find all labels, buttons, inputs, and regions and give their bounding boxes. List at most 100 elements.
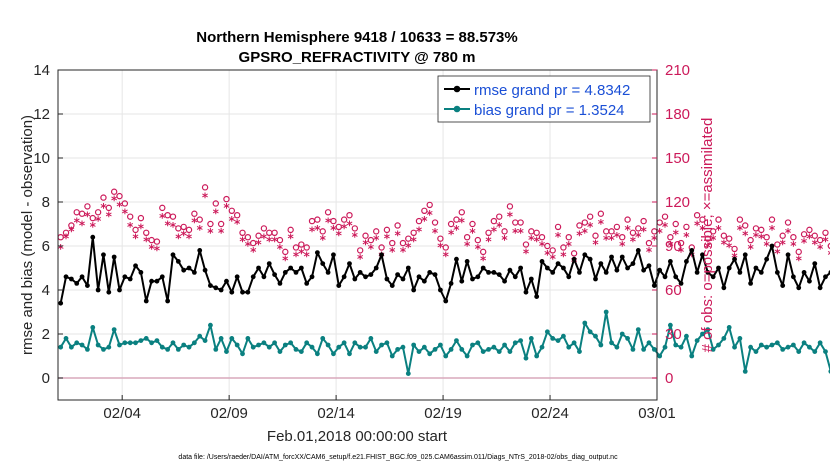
bias-point xyxy=(245,336,251,341)
possible-obs-point xyxy=(389,239,396,247)
bias-point xyxy=(170,340,176,346)
bias-point xyxy=(454,338,459,343)
possible-obs-point xyxy=(196,216,203,223)
assimilated-obs-point: * xyxy=(742,229,749,243)
possible-obs-point xyxy=(121,200,129,207)
bias-point xyxy=(202,338,208,343)
possible-obs-point xyxy=(469,220,476,228)
possible-obs-point xyxy=(207,220,214,228)
bias-point xyxy=(122,340,128,346)
possible-obs-point xyxy=(110,188,118,195)
bias-point xyxy=(197,333,203,339)
x-tick-label: 02/09 xyxy=(210,405,248,422)
assimilated-obs-point: * xyxy=(245,239,252,253)
rmse-point xyxy=(566,274,572,280)
assimilated-obs-point: * xyxy=(592,238,599,252)
possible-obs-point xyxy=(292,244,300,251)
assimilated-obs-point: * xyxy=(181,229,188,243)
assimilated-obs-point: * xyxy=(598,217,605,231)
rmse-point xyxy=(245,289,251,295)
rmse-point xyxy=(127,276,133,282)
rmse-point xyxy=(293,270,299,275)
rmse-point xyxy=(213,285,219,291)
rmse-point xyxy=(470,276,475,282)
rmse-point xyxy=(523,289,529,295)
rmse-point xyxy=(496,272,502,277)
possible-obs-point xyxy=(806,226,813,234)
assimilated-obs-point: * xyxy=(84,210,91,224)
rmse-point xyxy=(79,274,85,280)
bias-point xyxy=(716,342,721,348)
assimilated-obs-point: * xyxy=(523,246,530,260)
rmse-point xyxy=(68,276,74,282)
assimilated-obs-point: * xyxy=(197,223,204,237)
bias-point xyxy=(566,344,572,350)
assimilated-obs-point: * xyxy=(352,230,359,244)
rmse-point xyxy=(149,278,154,284)
possible-obs-point xyxy=(533,229,540,236)
assimilated-obs-point: * xyxy=(164,218,171,232)
possible-obs-point xyxy=(576,222,583,229)
possible-obs-point xyxy=(479,248,487,256)
bias-point xyxy=(325,342,331,348)
assimilated-obs-point: * xyxy=(534,235,541,249)
possible-obs-point xyxy=(538,233,546,241)
rmse-point xyxy=(807,278,812,284)
bias-point xyxy=(256,342,261,348)
assimilated-obs-point: * xyxy=(74,216,81,230)
assimilated-obs-point: * xyxy=(223,201,230,215)
bias-point xyxy=(68,344,74,350)
rmse-point xyxy=(790,274,796,280)
bias-point xyxy=(614,344,620,350)
assimilated-obs-point: * xyxy=(250,245,257,259)
rmse-point xyxy=(427,270,433,275)
possible-obs-point xyxy=(276,236,284,244)
rmse-point xyxy=(561,265,566,271)
assimilated-obs-point: * xyxy=(726,240,733,254)
assimilated-obs-point: * xyxy=(373,233,380,247)
rmse-point xyxy=(684,259,689,264)
possible-obs-point xyxy=(319,228,326,235)
possible-obs-point xyxy=(554,223,562,231)
rmse-point xyxy=(191,270,197,275)
possible-obs-point xyxy=(127,213,134,220)
assimilated-obs-point: * xyxy=(555,230,562,244)
rmse-point xyxy=(801,270,807,275)
rmse-point xyxy=(272,272,278,277)
assimilated-obs-point: * xyxy=(405,240,412,254)
bias-point xyxy=(544,329,550,335)
possible-obs-point xyxy=(346,211,353,219)
possible-obs-point xyxy=(324,209,332,216)
chart-title-line1: Northern Hemisphere 9418 / 10633 = 88.57… xyxy=(196,29,517,46)
rmse-point xyxy=(630,261,636,266)
rmse-point xyxy=(154,278,160,284)
assimilated-obs-point: * xyxy=(389,245,396,259)
bias-point xyxy=(58,344,64,350)
assimilated-obs-point: * xyxy=(116,199,123,213)
possible-obs-point xyxy=(608,228,615,235)
bias-point xyxy=(705,327,711,332)
rmse-point xyxy=(95,287,101,293)
possible-obs-point xyxy=(458,209,465,216)
possible-obs-point xyxy=(340,216,348,223)
assimilated-obs-point: * xyxy=(175,232,182,246)
assimilated-obs-point: * xyxy=(271,235,278,249)
assimilated-obs-point: * xyxy=(309,224,316,238)
rmse-point xyxy=(544,265,550,271)
rmse-point xyxy=(352,276,358,282)
assimilated-obs-point: * xyxy=(255,238,262,252)
bias-point xyxy=(218,336,224,341)
rmse-point xyxy=(577,270,582,275)
bias-point xyxy=(282,342,288,348)
assimilated-obs-point: * xyxy=(619,239,626,253)
bias-point xyxy=(298,349,304,354)
bias-point xyxy=(491,344,497,350)
possible-obs-point xyxy=(736,216,744,223)
bias-point xyxy=(748,344,753,350)
bias-point xyxy=(737,336,743,341)
rmse-point xyxy=(229,289,235,295)
y-tick-label-right: 210 xyxy=(665,62,690,79)
bias-point xyxy=(774,340,780,346)
possible-obs-point xyxy=(586,213,594,220)
